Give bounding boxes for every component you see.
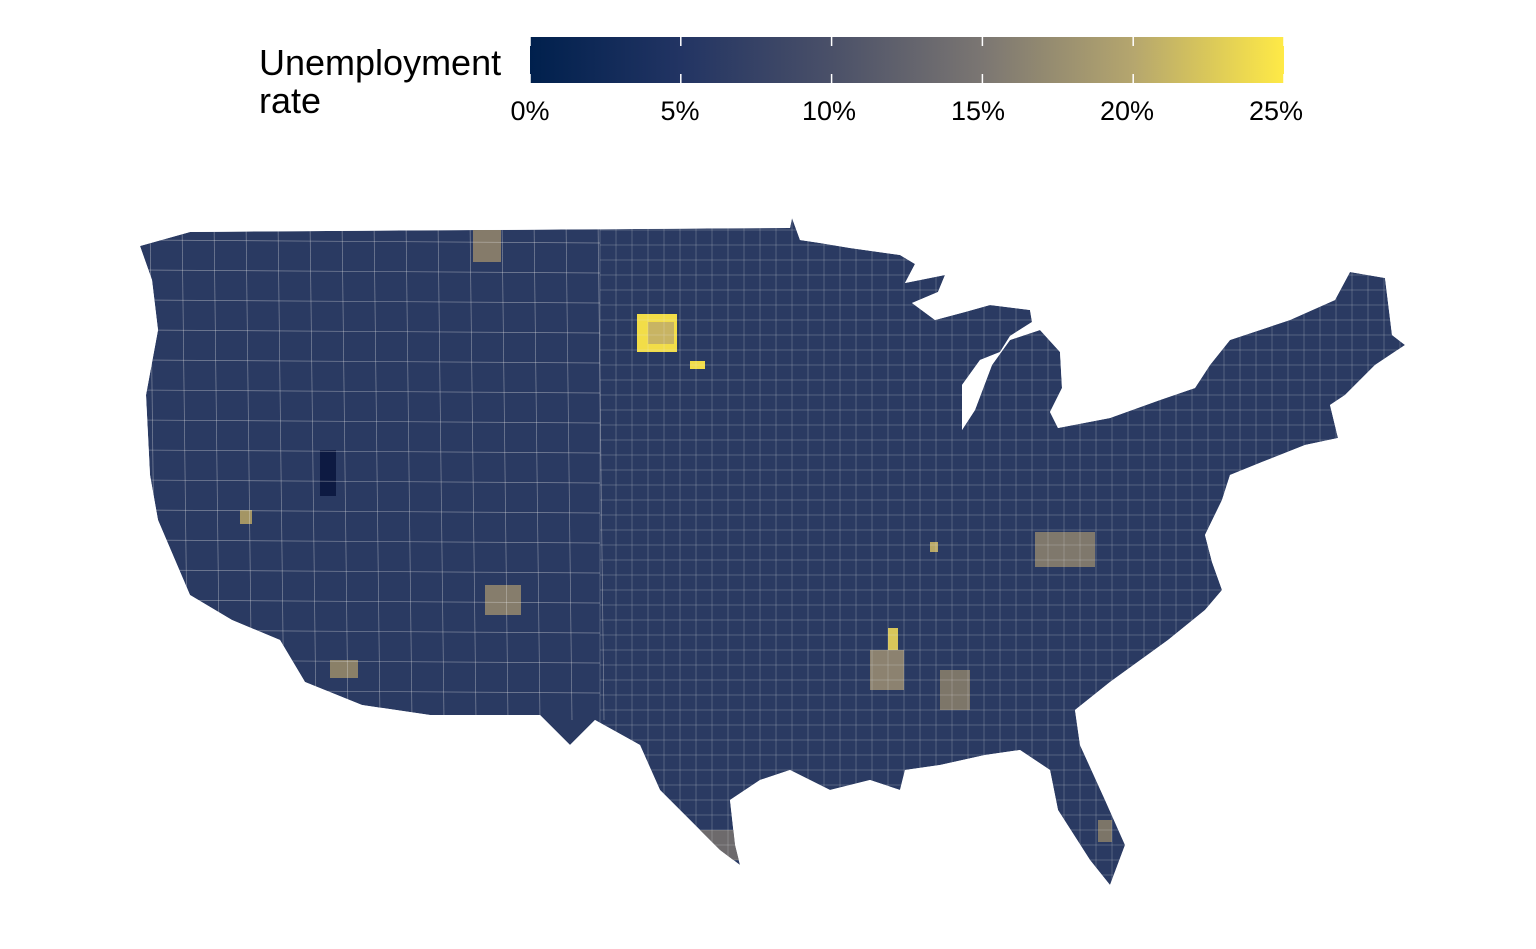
color-scale-bar xyxy=(530,37,1284,83)
color-scale-tick-labels: 0% 5% 10% 15% 20% 25% xyxy=(0,96,1536,136)
county-border-line xyxy=(140,599,601,604)
county-border-line xyxy=(140,359,601,364)
county-border-line xyxy=(140,239,601,244)
county-border-line xyxy=(140,509,601,514)
legend-title-line1: Unemployment xyxy=(259,42,502,83)
county-border-line xyxy=(469,219,477,721)
county-border-line xyxy=(373,219,381,721)
florida-county xyxy=(1098,820,1112,842)
county-border-line xyxy=(140,329,601,334)
montana-county xyxy=(473,230,501,262)
county-border-line xyxy=(140,269,601,274)
county-border-line xyxy=(597,219,605,721)
color-scale-gradient xyxy=(530,37,1284,83)
county-border-line xyxy=(140,569,601,574)
county-border-line xyxy=(140,389,601,394)
mississippi-delta-county xyxy=(888,628,898,650)
county-border-line xyxy=(140,479,601,484)
county-border-line xyxy=(140,299,601,304)
county-border-line xyxy=(341,219,349,721)
tick-label-20: 20% xyxy=(1099,96,1155,126)
county-border-line xyxy=(309,219,317,721)
county-border-line xyxy=(140,449,601,454)
county-border-line xyxy=(140,419,601,424)
color-scale-ticks xyxy=(530,37,1284,83)
county-polygons xyxy=(140,218,1405,885)
tick-label-5: 5% xyxy=(660,96,700,126)
southern-black-belt-counties xyxy=(940,670,970,710)
north-dakota-reservation-inner xyxy=(648,322,674,344)
legend-title-line2: rate xyxy=(259,80,322,121)
county-border-line xyxy=(140,539,601,544)
arizona-counties xyxy=(485,585,521,615)
tick-label-10: 10% xyxy=(801,96,857,126)
high-unemployment-counties xyxy=(240,230,1112,860)
county-border-line xyxy=(437,219,445,721)
county-border-line xyxy=(533,219,541,721)
tick-label-25: 25% xyxy=(1248,96,1304,126)
south-dakota-county xyxy=(690,361,705,369)
county-border-line xyxy=(277,219,285,721)
tick-label-0: 0% xyxy=(510,96,550,126)
tick-label-15: 15% xyxy=(950,96,1006,126)
county-border-line xyxy=(565,219,573,721)
california-imperial-county xyxy=(330,660,358,678)
illinois-county xyxy=(930,542,938,552)
legend-title: Unemployment rate xyxy=(259,44,501,120)
county-border-line xyxy=(405,219,413,721)
county-border-line xyxy=(501,219,509,721)
mississippi-delta-counties xyxy=(870,650,904,690)
california-central-valley xyxy=(240,510,252,524)
nevada-county-low xyxy=(320,450,336,496)
us-base-fill xyxy=(140,218,1405,885)
appalachian-kentucky-counties xyxy=(1035,532,1095,567)
